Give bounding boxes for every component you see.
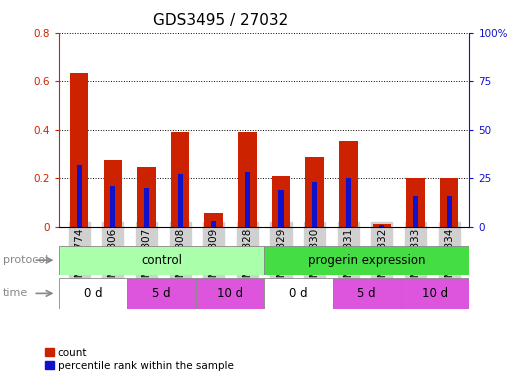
Bar: [171, 132, 189, 227]
Text: 10 d: 10 d: [217, 287, 243, 300]
Bar: [264, 246, 469, 275]
Bar: [76, 164, 82, 227]
Text: 10 d: 10 d: [422, 287, 448, 300]
Bar: [70, 73, 88, 227]
Text: protocol: protocol: [3, 255, 48, 265]
Text: control: control: [141, 254, 182, 266]
Bar: [406, 178, 425, 227]
Bar: [279, 190, 284, 227]
Bar: [211, 221, 216, 227]
Text: GDS3495 / 27032: GDS3495 / 27032: [153, 13, 288, 28]
Text: 5 d: 5 d: [358, 287, 376, 300]
Bar: [205, 213, 223, 227]
Bar: [196, 278, 264, 309]
Bar: [372, 224, 391, 227]
Bar: [59, 278, 127, 309]
Bar: [144, 188, 149, 227]
Bar: [413, 195, 418, 227]
Bar: [346, 178, 351, 227]
Bar: [104, 160, 122, 227]
Bar: [110, 186, 115, 227]
Bar: [177, 174, 183, 227]
Bar: [380, 225, 384, 227]
Bar: [59, 246, 264, 275]
Bar: [245, 172, 250, 227]
Text: progerin expression: progerin expression: [308, 254, 426, 266]
Bar: [264, 278, 332, 309]
Bar: [238, 132, 256, 227]
Text: 5 d: 5 d: [152, 287, 171, 300]
Bar: [401, 278, 469, 309]
Bar: [440, 178, 459, 227]
Text: time: time: [3, 288, 28, 298]
Text: 0 d: 0 d: [84, 287, 103, 300]
Bar: [272, 175, 290, 227]
Bar: [447, 195, 452, 227]
Bar: [127, 278, 196, 309]
Text: 0 d: 0 d: [289, 287, 308, 300]
Bar: [339, 141, 358, 227]
Bar: [305, 157, 324, 227]
Bar: [312, 182, 317, 227]
Bar: [332, 278, 401, 309]
Legend: count, percentile rank within the sample: count, percentile rank within the sample: [41, 344, 238, 375]
Bar: [137, 167, 156, 227]
